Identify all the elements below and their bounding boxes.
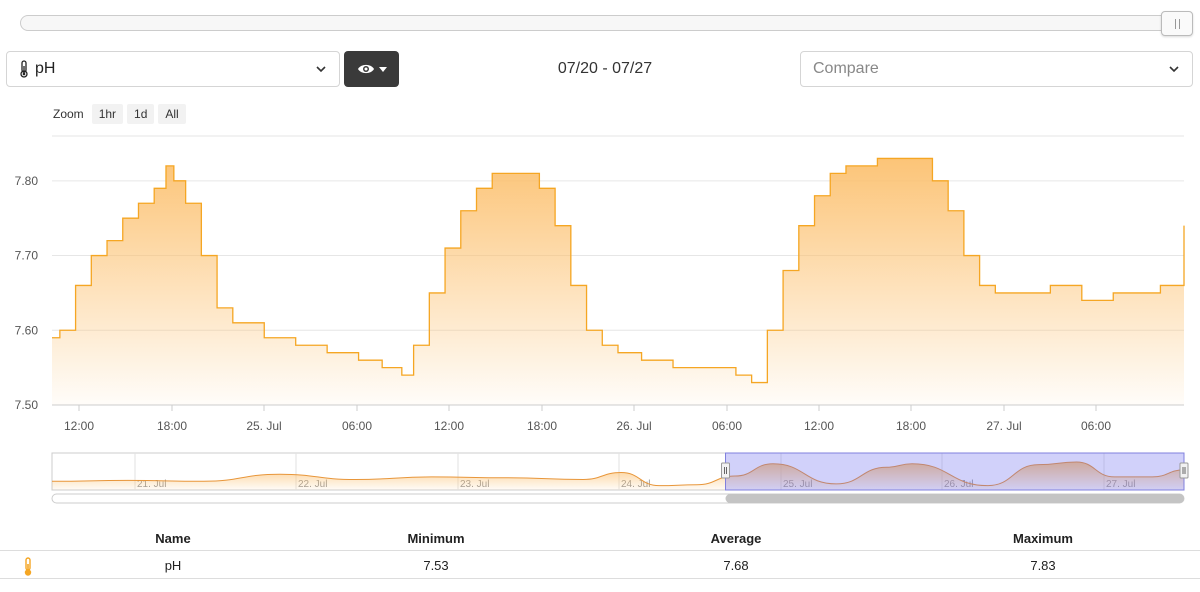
navigator[interactable]: 21. Jul22. Jul23. Jul24. Jul25. Jul26. J…	[51, 452, 1189, 504]
range-slider-handle[interactable]	[1161, 11, 1193, 36]
header-average: Average	[710, 531, 762, 546]
visibility-toggle-button[interactable]	[344, 51, 399, 87]
range-slider-track[interactable]	[20, 15, 1192, 31]
header-maximum: Maximum	[1013, 531, 1073, 546]
date-range-label: 07/20 - 07/27	[557, 60, 653, 77]
row-minimum: 7.53	[423, 558, 449, 573]
y-tick-label: 7.60	[15, 323, 39, 337]
ph-chart: 7.50 7.60 7.70 7.80 12:00 18:00 25. Jul 06:00 1…	[15, 135, 1189, 504]
x-tick-label: 25. Jul	[246, 419, 281, 433]
navigator-area	[52, 462, 1184, 490]
x-tick-label: 12:00	[434, 419, 464, 433]
row-maximum: 7.83	[1030, 558, 1056, 573]
zoom-all-button[interactable]: All	[158, 104, 186, 124]
y-tick-label: 7.80	[15, 174, 39, 188]
x-tick-label: 06:00	[1081, 419, 1111, 433]
x-tick-label: 06:00	[342, 419, 372, 433]
zoom-1d-button[interactable]: 1d	[127, 104, 155, 124]
y-tick-label: 7.50	[15, 398, 39, 412]
sensor-select-value: pH	[35, 60, 56, 77]
x-tick-label: 12:00	[64, 419, 94, 433]
sensor-select[interactable]: pH	[6, 51, 340, 87]
navigator-line	[51, 461, 1185, 487]
x-tick-label: 12:00	[804, 419, 834, 433]
caret-down-icon	[378, 66, 387, 72]
y-tick-label: 7.70	[15, 249, 39, 263]
x-tick-label: 18:00	[896, 419, 926, 433]
navigator-scrollbar-thumb[interactable]	[725, 494, 1184, 503]
x-tick-label: 27. Jul	[986, 419, 1021, 433]
thermometer-icon	[24, 557, 32, 576]
chevron-down-icon	[1169, 66, 1179, 73]
ph-series-area	[52, 158, 1184, 405]
compare-select[interactable]: Compare	[800, 51, 1193, 87]
ph-series-line	[52, 157, 1185, 384]
header-name: Name	[155, 531, 191, 546]
compare-select-placeholder: Compare	[813, 60, 879, 77]
navigator-selection[interactable]	[725, 452, 1185, 491]
thermometer-icon	[20, 60, 28, 78]
zoom-controls: Zoom 1hr 1d All	[53, 104, 186, 124]
zoom-label: Zoom	[53, 107, 84, 121]
x-tick-label: 18:00	[157, 419, 187, 433]
chevron-down-icon	[316, 66, 326, 73]
stats-row	[0, 551, 1200, 579]
stats-header-row: Name Minimum Average Maximum	[0, 527, 1200, 551]
header-minimum: Minimum	[407, 531, 465, 546]
zoom-1hr-button[interactable]: 1hr	[91, 104, 124, 124]
row-average: 7.68	[723, 558, 749, 573]
navigator-handle[interactable]	[1179, 462, 1189, 479]
stats-table: Name Minimum Average Maximum pH 7.53 7.6…	[0, 527, 1200, 579]
x-tick-label: 06:00	[712, 419, 742, 433]
navigator-handle[interactable]	[721, 462, 731, 479]
x-tick-label: 26. Jul	[616, 419, 651, 433]
row-name: pH	[164, 558, 182, 573]
eye-icon	[357, 64, 374, 74]
x-tick-label: 18:00	[527, 419, 557, 433]
